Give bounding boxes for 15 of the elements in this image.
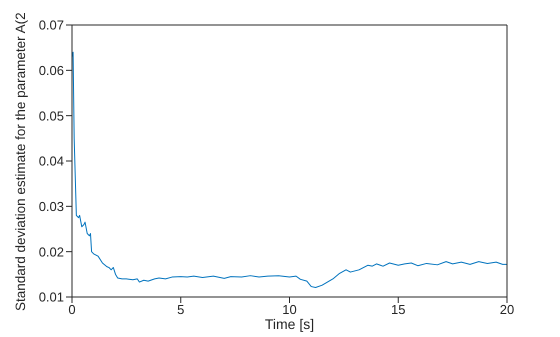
x-tick-label: 5 <box>177 302 184 318</box>
y-tick-label: 0.02 <box>38 244 64 260</box>
y-tick-label: 0.01 <box>38 290 64 305</box>
y-axis-title: Standard deviation estimate for the parameter A(2 <box>12 12 28 311</box>
y-tick-label: 0.04 <box>38 154 64 169</box>
y-tick-label: 0.06 <box>38 62 64 78</box>
x-tick-label: 0 <box>68 302 76 318</box>
x-tick-label: 15 <box>391 302 406 318</box>
x-tick-label: 10 <box>282 302 297 318</box>
y-tick-label: 0.03 <box>38 198 64 214</box>
x-tick-label: 20 <box>500 302 514 318</box>
x-axis-title: Time [s] <box>264 316 314 332</box>
y-tick-label: 0.07 <box>38 18 64 33</box>
line-series <box>72 52 507 288</box>
y-tick-label: 0.05 <box>38 108 64 124</box>
